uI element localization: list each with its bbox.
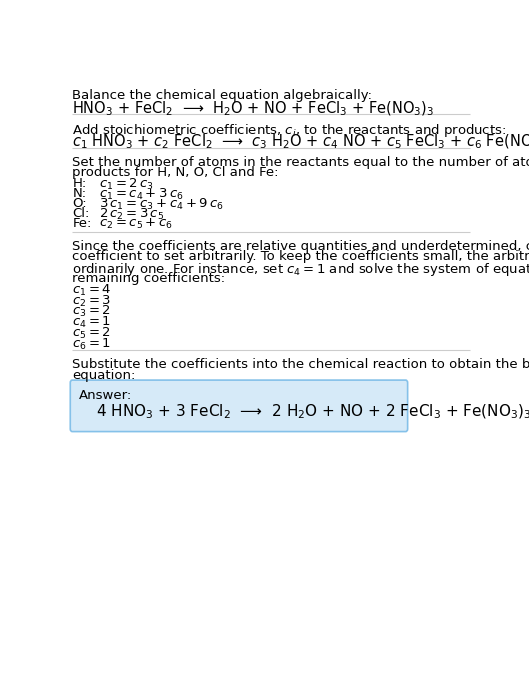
- Text: 4 HNO$_3$ + 3 FeCl$_2$  ⟶  2 H$_2$O + NO + 2 FeCl$_3$ + Fe(NO$_3$)$_3$: 4 HNO$_3$ + 3 FeCl$_2$ ⟶ 2 H$_2$O + NO +…: [96, 403, 529, 421]
- Text: Answer:: Answer:: [78, 389, 132, 402]
- Text: remaining coefficients:: remaining coefficients:: [72, 272, 225, 285]
- Text: Fe:: Fe:: [72, 217, 92, 230]
- Text: Balance the chemical equation algebraically:: Balance the chemical equation algebraica…: [72, 89, 372, 102]
- Text: HNO$_3$ + FeCl$_2$  ⟶  H$_2$O + NO + FeCl$_3$ + Fe(NO$_3$)$_3$: HNO$_3$ + FeCl$_2$ ⟶ H$_2$O + NO + FeCl$…: [72, 100, 434, 117]
- Text: $c_2 = 3$: $c_2 = 3$: [72, 293, 112, 308]
- Text: Add stoichiometric coefficients, $c_i$, to the reactants and products:: Add stoichiometric coefficients, $c_i$, …: [72, 122, 507, 139]
- Text: ordinarily one. For instance, set $c_4 = 1$ and solve the system of equations fo: ordinarily one. For instance, set $c_4 =…: [72, 261, 529, 278]
- FancyBboxPatch shape: [70, 380, 408, 431]
- Text: $c_5 = 2$: $c_5 = 2$: [72, 326, 111, 341]
- Text: $c_2 = c_5 + c_6$: $c_2 = c_5 + c_6$: [99, 217, 173, 232]
- Text: $2\,c_2 = 3\,c_5$: $2\,c_2 = 3\,c_5$: [99, 207, 164, 223]
- Text: H:: H:: [72, 177, 87, 190]
- Text: $c_1 = 2\,c_3$: $c_1 = 2\,c_3$: [99, 177, 153, 192]
- Text: Cl:: Cl:: [72, 207, 90, 220]
- Text: $c_6 = 1$: $c_6 = 1$: [72, 337, 112, 352]
- Text: $c_3 = 2$: $c_3 = 2$: [72, 304, 111, 319]
- Text: $c_1$ HNO$_3$ + $c_2$ FeCl$_2$  ⟶  $c_3$ H$_2$O + $c_4$ NO + $c_5$ FeCl$_3$ + $c: $c_1$ HNO$_3$ + $c_2$ FeCl$_2$ ⟶ $c_3$ H…: [72, 133, 529, 151]
- Text: $c_1 = c_4 + 3\,c_6$: $c_1 = c_4 + 3\,c_6$: [99, 187, 184, 202]
- Text: $c_4 = 1$: $c_4 = 1$: [72, 315, 112, 330]
- Text: products for H, N, O, Cl and Fe:: products for H, N, O, Cl and Fe:: [72, 166, 279, 179]
- Text: $3\,c_1 = c_3 + c_4 + 9\,c_6$: $3\,c_1 = c_3 + c_4 + 9\,c_6$: [99, 197, 224, 212]
- Text: Since the coefficients are relative quantities and underdetermined, choose a: Since the coefficients are relative quan…: [72, 240, 529, 253]
- Text: equation:: equation:: [72, 369, 136, 382]
- Text: N:: N:: [72, 187, 86, 200]
- Text: Substitute the coefficients into the chemical reaction to obtain the balanced: Substitute the coefficients into the che…: [72, 358, 529, 371]
- Text: coefficient to set arbitrarily. To keep the coefficients small, the arbitrary va: coefficient to set arbitrarily. To keep …: [72, 250, 529, 263]
- Text: $c_1 = 4$: $c_1 = 4$: [72, 282, 112, 297]
- Text: O:: O:: [72, 197, 87, 210]
- Text: Set the number of atoms in the reactants equal to the number of atoms in the: Set the number of atoms in the reactants…: [72, 155, 529, 168]
